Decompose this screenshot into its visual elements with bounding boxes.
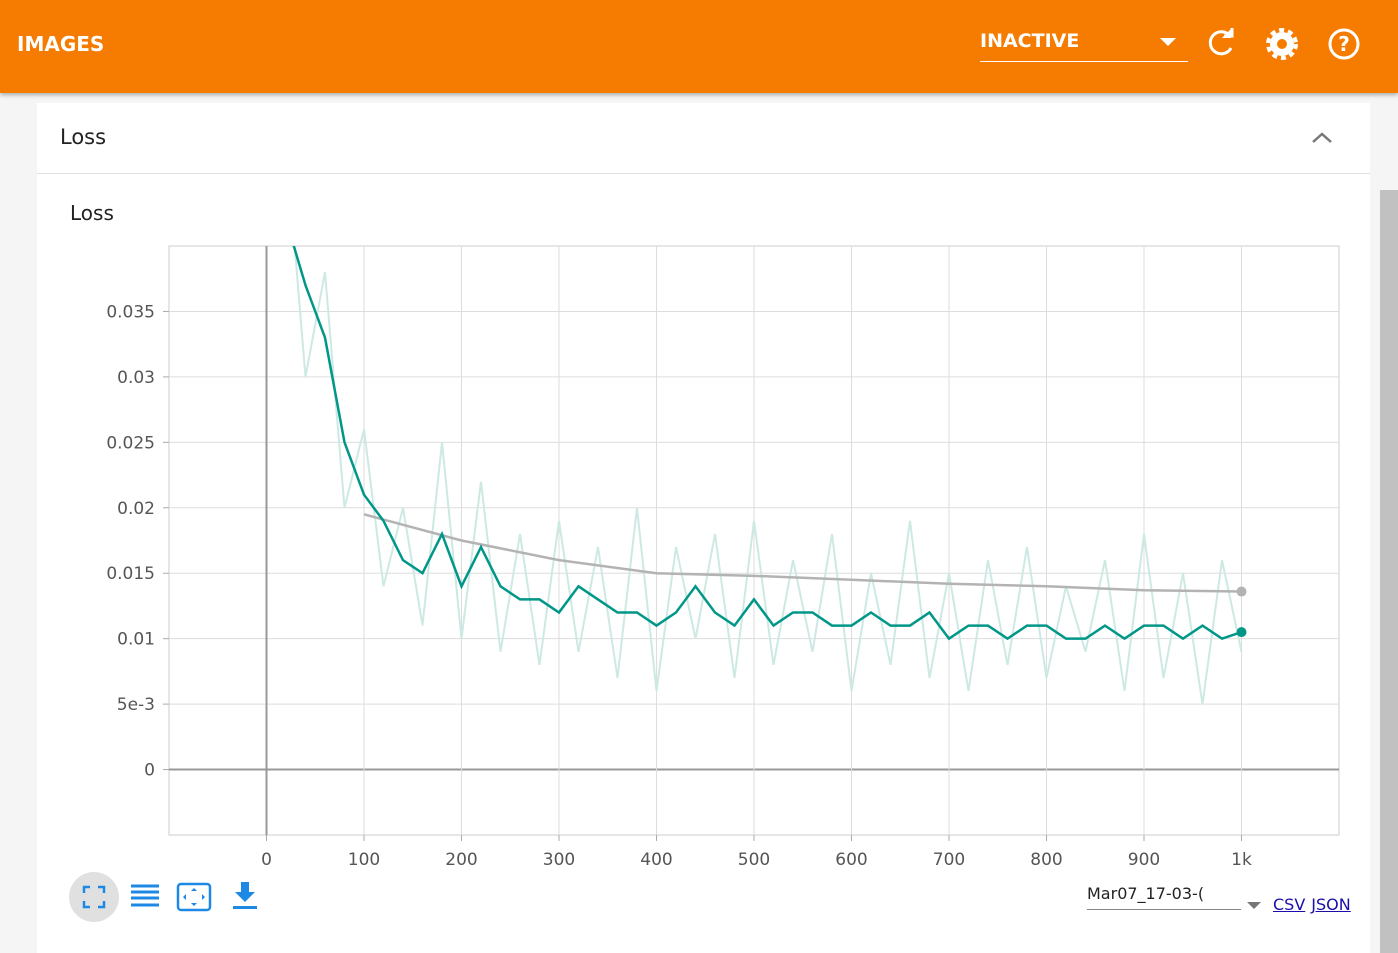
fullscreen-button[interactable]	[69, 872, 119, 922]
y-tick-label: 0	[144, 761, 155, 781]
y-tick-label: 0.025	[106, 433, 155, 453]
end-point	[1236, 586, 1247, 597]
download-button[interactable]	[233, 882, 257, 909]
card-title: Loss	[60, 125, 107, 149]
x-tick-label: 300	[543, 850, 575, 870]
collapse-button[interactable]	[1310, 130, 1334, 146]
help-button[interactable]: ?	[1328, 28, 1360, 60]
x-tick-label: 100	[348, 850, 380, 870]
x-tick-label: 200	[445, 850, 477, 870]
x-tick-label: 400	[640, 850, 672, 870]
chart-title: Loss	[70, 201, 114, 225]
x-tick-label: 0	[261, 850, 272, 870]
toggle-y-log-button[interactable]	[131, 884, 159, 907]
chart-footer: Mar07_17-03-( CSV JSON	[1087, 884, 1351, 914]
csv-link[interactable]: CSV	[1273, 895, 1306, 914]
end-point	[1236, 627, 1247, 638]
y-tick-label: 0.015	[106, 564, 155, 584]
y-tick-label: 0.035	[106, 302, 155, 322]
fit-domain-button[interactable]	[176, 882, 212, 912]
series-line	[363, 513, 1242, 593]
x-tick-label: 600	[835, 850, 867, 870]
card-header: Loss	[37, 103, 1370, 174]
header-title: IMAGES	[17, 32, 105, 56]
chart-toolbar	[69, 872, 257, 922]
y-tick-label: 0.02	[117, 499, 155, 519]
header-icons: ?	[1208, 28, 1360, 60]
dropdown-arrow	[1160, 38, 1176, 46]
y-tick-label: 0.01	[117, 630, 155, 650]
x-tick-label: 800	[1030, 850, 1062, 870]
run-selector[interactable]: Mar07_17-03-(	[1087, 884, 1241, 910]
run-dropdown[interactable]: INACTIVE	[980, 30, 1188, 62]
plot-area	[292, 246, 1243, 705]
x-tick-label: 900	[1128, 850, 1160, 870]
x-tick-label: 700	[933, 850, 965, 870]
y-tick-label: 0.03	[117, 368, 155, 388]
run-arrow	[1247, 902, 1261, 909]
x-tick-label: 1k	[1231, 850, 1252, 870]
header: IMAGES INACTIVE ?	[0, 0, 1398, 93]
x-tick-label: 500	[738, 850, 770, 870]
scrollbar	[1380, 190, 1398, 953]
reload-button[interactable]	[1208, 28, 1234, 56]
series-line	[292, 246, 1242, 641]
dropdown-text: INACTIVE	[980, 30, 1080, 52]
json-link[interactable]: JSON	[1311, 895, 1351, 914]
series-line	[293, 246, 1243, 705]
y-tick-label: 5e-3	[117, 695, 155, 715]
settings-button[interactable]	[1266, 28, 1298, 60]
svg-text:?: ?	[1338, 32, 1350, 56]
